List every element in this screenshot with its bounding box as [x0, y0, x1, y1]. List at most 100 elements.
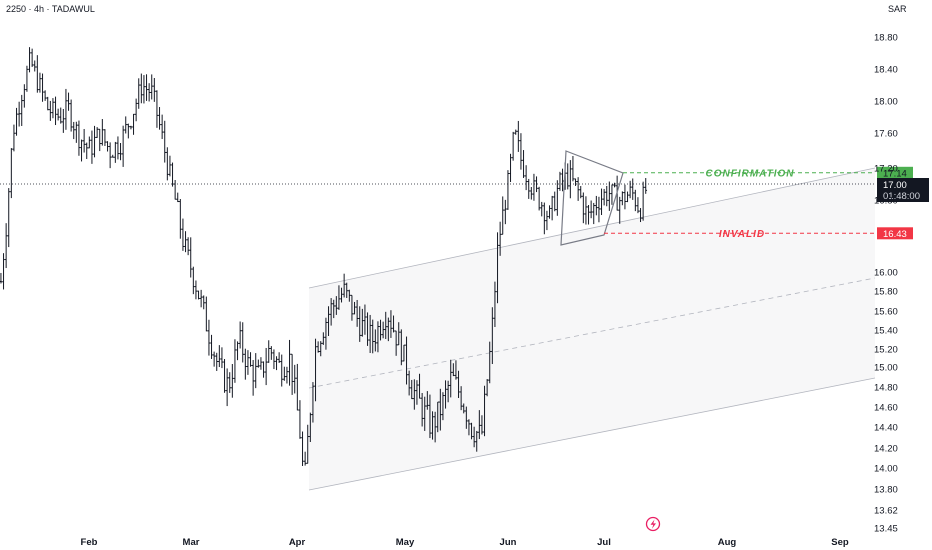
ohlc-bar — [423, 396, 427, 431]
ohlc-bar — [576, 177, 580, 201]
ohlc-bar — [36, 55, 39, 93]
ohlc-bar — [134, 98, 138, 122]
ohlc-bar — [636, 197, 640, 214]
ohlc-bar — [587, 205, 590, 225]
ohlc-bar — [59, 107, 63, 124]
ohlc-bar — [127, 123, 130, 139]
ohlc-bar — [132, 113, 135, 135]
ohlc-bar — [327, 306, 330, 337]
ohlc-bar — [25, 65, 29, 92]
ohlc-bar — [108, 142, 112, 169]
ohlc-bar — [309, 412, 312, 443]
ohlc-bar — [358, 306, 362, 342]
triangle-pattern[interactable] — [560, 150, 624, 246]
ohlc-bar — [43, 90, 47, 101]
ohlc-bar — [270, 346, 273, 360]
ohlc-bar — [166, 147, 169, 181]
ohlc-bar — [353, 301, 356, 315]
ohlc-bar — [225, 368, 229, 407]
ohlc-bar — [610, 184, 614, 205]
ohlc-bar — [290, 353, 294, 395]
ohlc-bar — [439, 388, 442, 431]
ohlc-bar — [350, 294, 354, 321]
ohlc-bar — [288, 339, 291, 386]
ohlc-bar — [613, 182, 616, 188]
ohlc-bar — [428, 394, 432, 439]
price-tick-label: 16.00 — [874, 268, 898, 279]
lightning-bolt-icon[interactable] — [645, 516, 661, 532]
ohlc-bar — [171, 162, 174, 187]
ohlc-bar — [454, 360, 458, 380]
ohlc-bar — [75, 121, 78, 143]
ohlc-bar — [103, 129, 107, 146]
svg-text:16.43: 16.43 — [883, 229, 907, 240]
ohlc-bar — [106, 141, 109, 152]
ohlc-bar — [535, 176, 538, 193]
ohlc-bar — [426, 391, 429, 410]
ohlc-bar — [467, 419, 471, 436]
price-tick-label: 15.60 — [874, 307, 898, 318]
ohlc-bar — [379, 319, 382, 341]
ohlc-bar — [420, 392, 424, 427]
ohlc-bar — [392, 315, 395, 333]
ohlc-bar — [223, 359, 226, 393]
ohlc-bar — [470, 422, 473, 440]
ohlc-bar — [186, 237, 190, 256]
ohlc-bar — [316, 341, 320, 353]
ohlc-bar — [41, 73, 44, 102]
ohlc-bar — [397, 322, 401, 346]
ohlc-bar — [509, 153, 512, 183]
price-tick-label: 14.80 — [874, 383, 898, 394]
ohlc-bar — [220, 347, 224, 369]
channel-mid-line[interactable] — [308, 277, 876, 389]
price-tick-label: 14.60 — [874, 403, 898, 414]
ohlc-bar — [298, 400, 302, 439]
ohlc-bar — [402, 344, 406, 362]
ohlc-bar — [483, 385, 486, 437]
time-axis[interactable]: Feb Mar Apr May Jun Jul Aug Sep — [81, 537, 849, 548]
ohlc-bar — [147, 83, 151, 102]
ohlc-bar — [618, 196, 622, 224]
ohlc-bar — [506, 170, 510, 210]
channel-lower-line[interactable] — [308, 377, 876, 491]
price-tick-label: 14.40 — [874, 423, 898, 434]
price-axis[interactable]: 18.80 18.40 18.00 17.60 17.20 16.80 16.00 15.80… — [874, 33, 898, 535]
ohlc-bar — [337, 285, 341, 310]
channel-fill — [309, 168, 875, 490]
price-tick-label: 17.20 — [874, 164, 898, 175]
ohlc-bar — [293, 364, 297, 394]
ohlc-bar — [631, 178, 635, 200]
ohlc-bar — [472, 426, 476, 448]
ohlc-bar — [480, 415, 484, 435]
ohlc-bar — [361, 308, 364, 337]
ohlc-bar — [306, 424, 310, 464]
ohlc-bar — [303, 451, 307, 466]
price-tick-label: 18.80 — [874, 33, 898, 44]
ohlc-bar — [621, 191, 624, 206]
ohlc-bar — [623, 184, 627, 210]
ohlc-bar — [160, 114, 164, 140]
ohlc-bar — [589, 200, 593, 219]
ohlc-bar — [111, 154, 115, 158]
ohlc-bar — [85, 142, 89, 159]
ohlc-bar — [153, 77, 156, 102]
ohlc-bar — [12, 124, 16, 152]
ohlc-bar — [366, 312, 369, 346]
ohlc-bar — [600, 188, 603, 216]
ohlc-bar — [433, 411, 437, 443]
ohlc-bar — [82, 128, 86, 153]
ohlc-bar — [246, 350, 250, 375]
ohlc-bar — [550, 195, 554, 221]
ohlc-bar — [415, 380, 419, 405]
ohlc-bar — [545, 210, 549, 231]
ohlc-bar — [49, 100, 52, 121]
ohlc-bar — [69, 99, 73, 132]
channel-upper-line[interactable] — [308, 167, 876, 289]
price-tick-label: 15.00 — [874, 363, 898, 374]
ohlc-bar — [384, 311, 388, 340]
ohlc-bar — [296, 363, 299, 411]
ohlc-bar — [374, 329, 377, 352]
ohlc-bar — [23, 84, 26, 108]
